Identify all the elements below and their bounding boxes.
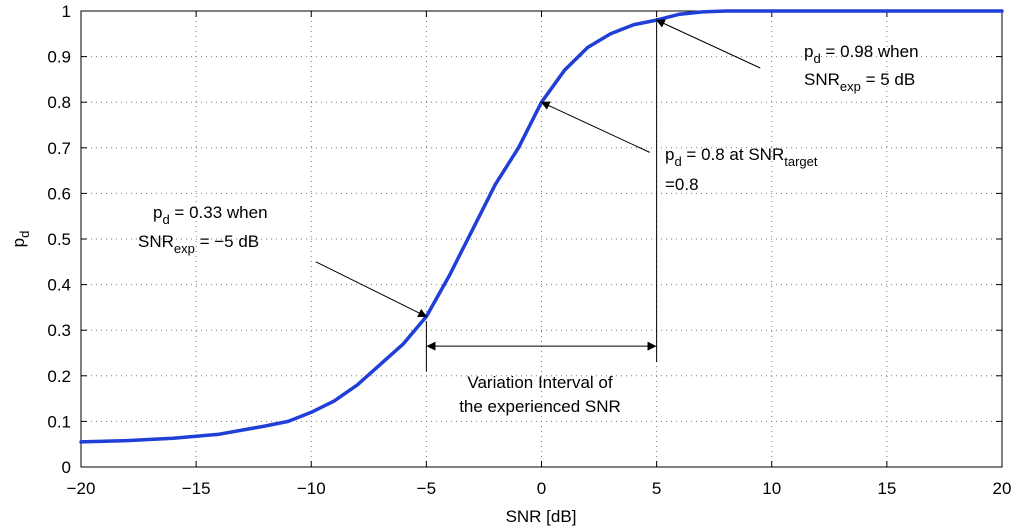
y-tick-label: 0.2 bbox=[47, 367, 71, 386]
y-tick-label: 0.9 bbox=[47, 48, 71, 67]
annotation-arrow bbox=[655, 19, 761, 69]
y-tick-label: 0.1 bbox=[47, 412, 71, 431]
axis-ticks bbox=[80, 10, 1003, 468]
y-tick-label: 0.7 bbox=[47, 139, 71, 158]
y-tick-label: 0.5 bbox=[47, 230, 71, 249]
x-tick-label: 10 bbox=[762, 479, 781, 498]
annotation-pd-098-line1: pd = 0.98 when bbox=[804, 42, 919, 66]
annotation-pd-08-line1: pd = 0.8 at SNRtarget bbox=[665, 145, 818, 169]
x-tick-label: 5 bbox=[652, 479, 661, 498]
annotation-pd-033-line1: pd = 0.33 when bbox=[153, 203, 268, 227]
x-tick-label: 0 bbox=[537, 479, 546, 498]
series-line bbox=[79, 9, 1004, 444]
y-tick-labels: 0 0.1 0.2 0.3 0.4 0.5 0.6 0.7 0.8 0.9 1 bbox=[47, 2, 71, 477]
annotation-interval-line2: the experienced SNR bbox=[459, 397, 621, 416]
y-tick-label: 0.3 bbox=[47, 321, 71, 340]
x-axis-title: SNR [dB] bbox=[506, 507, 577, 526]
y-axis-title: pd bbox=[9, 231, 32, 248]
x-tick-label: −5 bbox=[417, 479, 436, 498]
x-tick-label: 15 bbox=[877, 479, 896, 498]
x-tick-label: −20 bbox=[67, 479, 96, 498]
x-tick-labels: −20 −15 −10 −5 0 5 10 15 20 bbox=[67, 479, 1012, 498]
x-tick-label: −10 bbox=[297, 479, 326, 498]
annotation-pd-08-line2: =0.8 bbox=[665, 175, 699, 194]
annotation-arrows bbox=[315, 19, 761, 351]
y-tick-label: 1 bbox=[62, 2, 71, 21]
series bbox=[79, 9, 1004, 444]
grid bbox=[81, 11, 1002, 467]
y-tick-label: 0 bbox=[62, 458, 71, 477]
annotation-interval-line1: Variation Interval of bbox=[467, 373, 612, 392]
annotation-pd-098-line2: SNRexp = 5 dB bbox=[804, 70, 915, 94]
y-tick-label: 0.4 bbox=[47, 276, 71, 295]
y-tick-label: 0.6 bbox=[47, 184, 71, 203]
annotation-arrow bbox=[540, 101, 650, 153]
vertical-lines bbox=[425, 17, 658, 372]
annotation-pd-033-line2: SNRexp = −5 dB bbox=[138, 232, 259, 256]
x-tick-label: −15 bbox=[182, 479, 211, 498]
y-tick-label: 0.8 bbox=[47, 93, 71, 112]
annotation-arrow bbox=[315, 261, 428, 317]
x-tick-label: 20 bbox=[993, 479, 1012, 498]
